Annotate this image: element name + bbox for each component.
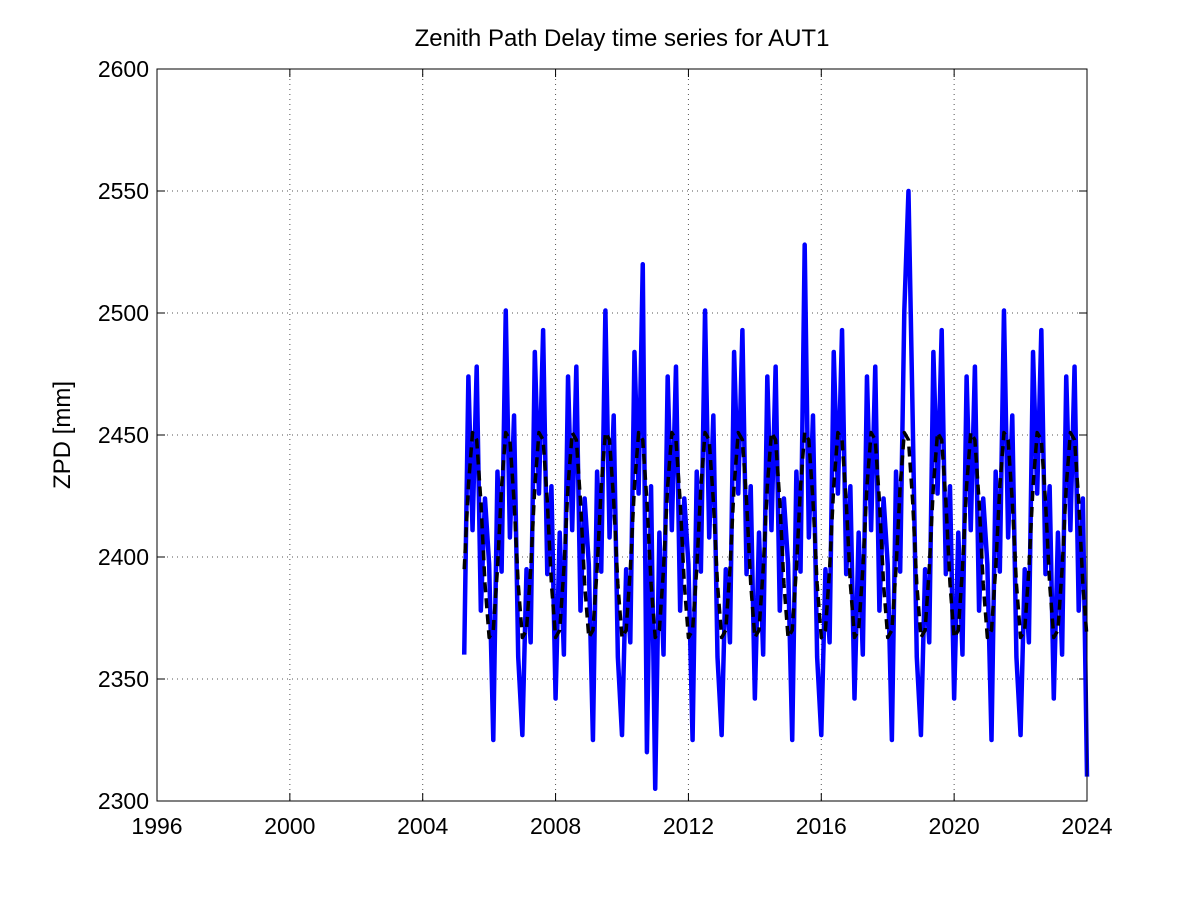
y-axis-label: ZPD [mm] xyxy=(49,381,76,489)
y-tick-label: 2300 xyxy=(98,788,149,814)
x-tick-label: 2020 xyxy=(929,813,980,839)
fit-line xyxy=(462,430,1089,640)
x-tick-label: 2000 xyxy=(264,813,315,839)
chart-title: Zenith Path Delay time series for AUT1 xyxy=(415,25,830,52)
x-tick-label: 2012 xyxy=(663,813,714,839)
axes-box xyxy=(156,68,1088,802)
x-tick-label: 2008 xyxy=(530,813,581,839)
x-tick-label: 2004 xyxy=(397,813,448,839)
x-tick-label: 1996 xyxy=(131,813,182,839)
y-tick-label: 2550 xyxy=(98,178,149,204)
y-tick-label: 2600 xyxy=(98,56,149,82)
x-tick-label: 2016 xyxy=(796,813,847,839)
data-line xyxy=(461,188,1090,792)
x-tick-label: 2024 xyxy=(1061,813,1112,839)
y-tick-label: 2400 xyxy=(98,544,149,570)
y-tick-label: 2350 xyxy=(98,666,149,692)
y-tick-label: 2450 xyxy=(98,422,149,448)
y-tick-label: 2500 xyxy=(98,300,149,326)
